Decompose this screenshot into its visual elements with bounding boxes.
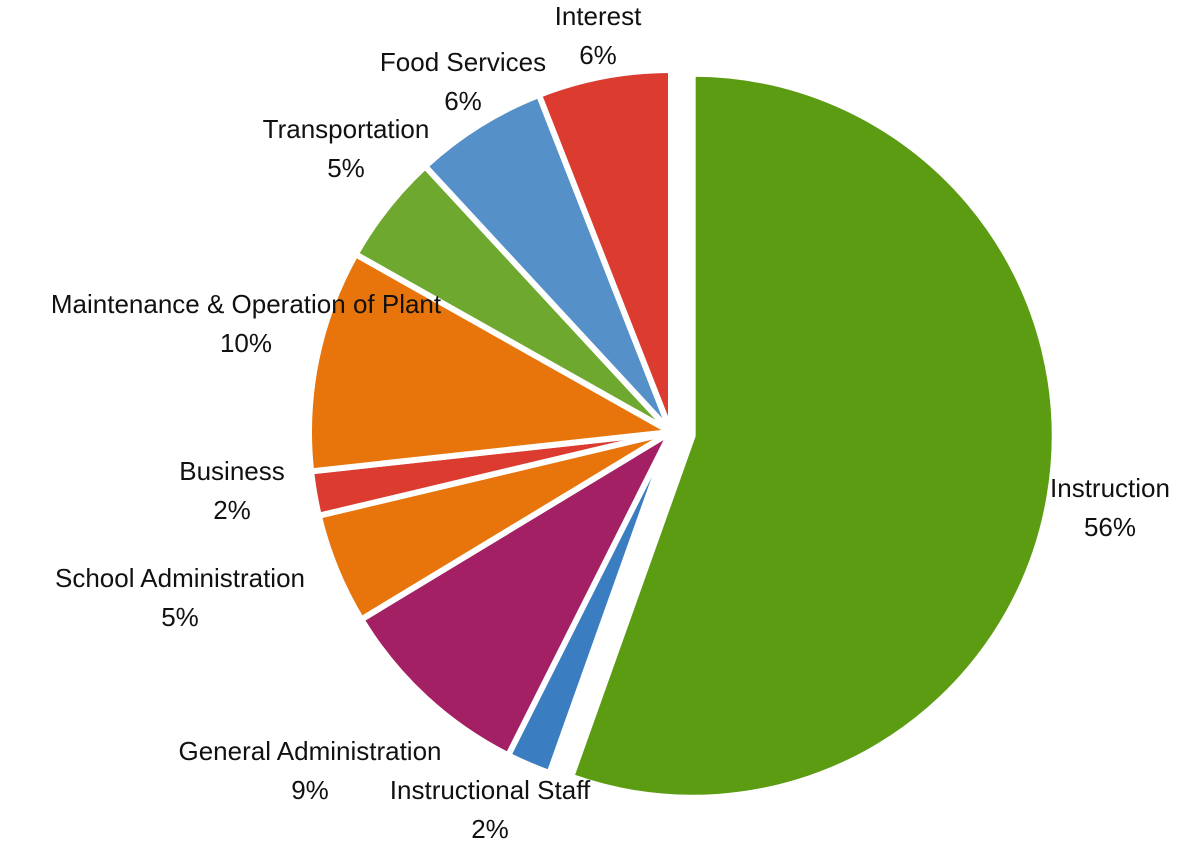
slice-label-percent: 5% <box>327 153 365 183</box>
slice-label-percent: 5% <box>161 602 199 632</box>
pie-slice-interest[interactable] <box>535 67 674 435</box>
slice-label-name: Maintenance & Operation of Plant <box>51 289 442 319</box>
slice-label-name: Transportation <box>263 114 430 144</box>
pie-slices <box>306 67 1058 801</box>
slice-label-general-administration: General Administration 9% <box>178 736 441 805</box>
slice-label-percent: 9% <box>291 775 329 805</box>
slice-label-interest: Interest 6% <box>555 1 642 70</box>
pie-labels: Instruction 56% Instructional Staff 2% Gener… <box>51 1 1170 842</box>
slice-label-name: General Administration <box>178 736 441 766</box>
slice-label-percent: 2% <box>471 814 509 842</box>
pie-slice-instruction[interactable] <box>568 70 1058 801</box>
pie-slice-maintenance-operation-of-plant[interactable] <box>306 251 674 475</box>
slice-label-percent: 2% <box>213 495 251 525</box>
slice-label-name: School Administration <box>55 563 305 593</box>
slice-label-name: Food Services <box>380 47 546 77</box>
slice-label-name: Business <box>179 456 285 486</box>
slice-label-instruction: Instruction 56% <box>1050 473 1170 542</box>
slice-label-business: Business 2% <box>179 456 285 525</box>
slice-label-school-administration: School Administration 5% <box>55 563 305 632</box>
slice-label-percent: 56% <box>1084 512 1136 542</box>
pie-slice-general-administration[interactable] <box>358 429 674 759</box>
slice-label-name: Instruction <box>1050 473 1170 503</box>
slice-label-percent: 10% <box>220 328 272 358</box>
slice-label-maintenance-operation-of-plant: Maintenance & Operation of Plant 10% <box>51 289 442 358</box>
slice-label-transportation: Transportation 5% <box>263 114 430 183</box>
slice-label-percent: 6% <box>444 86 482 116</box>
slice-label-name: Interest <box>555 1 642 31</box>
slice-label-food-services: Food Services 6% <box>380 47 546 116</box>
slice-label-instructional-staff: Instructional Staff 2% <box>390 775 591 842</box>
slice-label-percent: 6% <box>579 40 617 70</box>
slice-label-name: Instructional Staff <box>390 775 591 805</box>
